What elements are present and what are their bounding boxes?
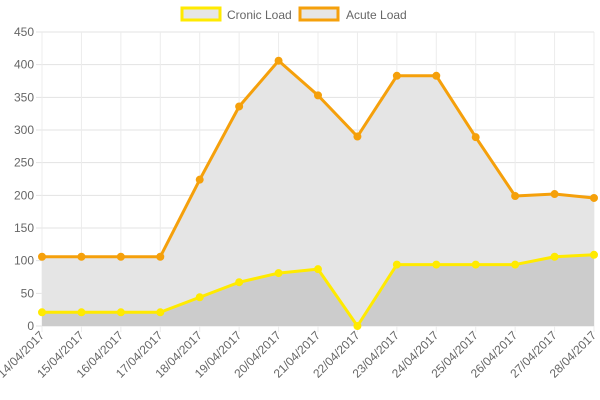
y-axis-ticks: 0 50 100 150 200 250 300 350 400 450 [14, 25, 34, 333]
data-points [38, 56, 598, 330]
legend-label-acute-load[interactable]: Acute Load [346, 8, 407, 22]
y-tick-label: 300 [14, 123, 34, 137]
y-tick-label: 250 [14, 156, 34, 170]
area-fills [42, 60, 594, 326]
y-tick-label: 400 [14, 58, 34, 72]
point-acute-load [195, 175, 204, 184]
y-tick-label: 450 [14, 25, 34, 39]
point-cronic-load [274, 269, 283, 278]
point-cronic-load [314, 265, 322, 274]
point-cronic-load [550, 252, 559, 261]
point-cronic-load [38, 308, 46, 317]
y-tick-label: 200 [14, 188, 34, 202]
point-cronic-load [156, 308, 165, 317]
point-cronic-load [511, 260, 520, 269]
legend: Cronic Load Acute Load [180, 6, 407, 22]
legend-swatch-acute-load [298, 6, 340, 22]
point-acute-load [353, 132, 362, 141]
point-cronic-load [77, 308, 86, 317]
point-acute-load [471, 133, 480, 142]
point-cronic-load [590, 250, 598, 259]
area-cronic-load [42, 254, 594, 326]
y-tick-label: 100 [14, 254, 34, 268]
point-acute-load [274, 56, 283, 65]
point-acute-load [116, 252, 125, 261]
x-axis-ticks: 14/04/201715/04/201716/04/201717/04/2017… [0, 328, 599, 381]
point-cronic-load [235, 278, 244, 287]
area-acute-load [42, 60, 594, 326]
y-tick-label: 350 [14, 90, 34, 104]
point-acute-load [235, 102, 244, 111]
point-acute-load [432, 71, 441, 80]
legend-swatch-cronic-load [180, 6, 222, 22]
y-tick-label: 0 [27, 319, 34, 333]
point-acute-load [550, 190, 559, 199]
point-acute-load [511, 191, 520, 200]
point-cronic-load [195, 293, 204, 302]
point-acute-load [156, 252, 165, 261]
point-cronic-load [471, 260, 480, 269]
point-cronic-load [116, 308, 125, 317]
point-cronic-load [353, 322, 362, 330]
point-acute-load [38, 252, 46, 261]
point-acute-load [77, 252, 86, 261]
legend-label-cronic-load[interactable]: Cronic Load [227, 8, 292, 22]
point-acute-load [392, 71, 401, 80]
point-cronic-load [392, 260, 401, 269]
y-tick-label: 50 [21, 286, 35, 300]
point-acute-load [314, 91, 322, 100]
point-acute-load [590, 193, 598, 202]
y-tick-label: 150 [14, 221, 34, 235]
point-cronic-load [432, 260, 441, 269]
